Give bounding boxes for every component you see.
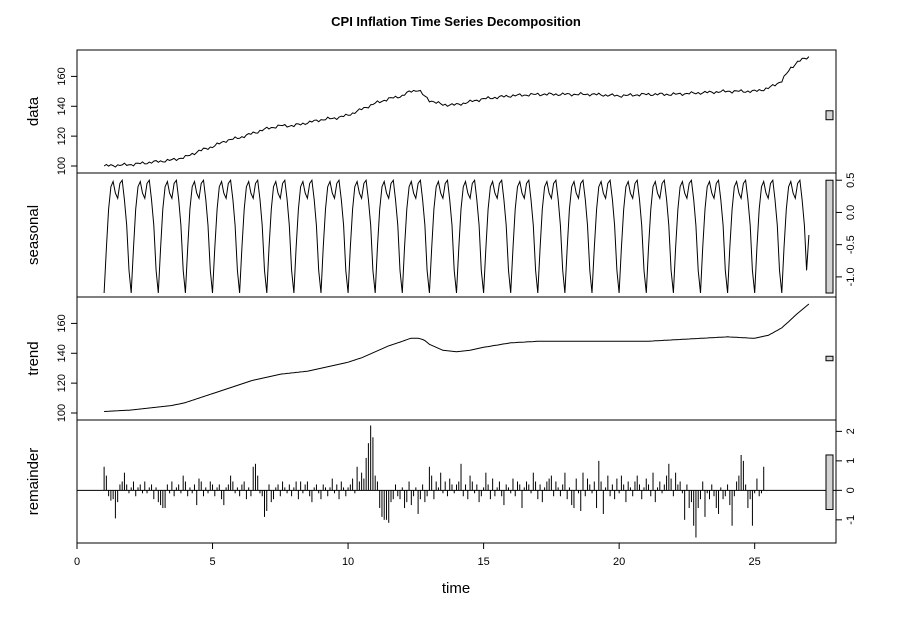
y-tick-label: 160 bbox=[56, 67, 68, 85]
panel-label-seasonal: seasonal bbox=[25, 205, 42, 265]
y-tick-label: 100 bbox=[56, 404, 68, 422]
x-axis-label: time bbox=[442, 580, 470, 597]
series-trend bbox=[104, 303, 810, 412]
y-tick-label: 0.0 bbox=[845, 205, 857, 220]
x-tick-label: 0 bbox=[74, 556, 80, 568]
panel-label-remainder: remainder bbox=[25, 448, 42, 516]
series-seasonal bbox=[103, 178, 810, 294]
scale-bar bbox=[825, 179, 834, 294]
x-tick-label: 20 bbox=[613, 556, 625, 568]
y-tick-label: 100 bbox=[56, 157, 68, 175]
x-tick-label: 10 bbox=[342, 556, 354, 568]
panel-label-trend: trend bbox=[25, 341, 42, 375]
panels: data100120140160seasonal-1.0-0.50.00.5tr… bbox=[25, 49, 857, 544]
chart-title: CPI Inflation Time Series Decomposition bbox=[331, 14, 581, 29]
y-tick-label: 2 bbox=[845, 428, 857, 434]
panel-data: data 100 120 140 160 bbox=[25, 49, 837, 175]
y-tick-label: 120 bbox=[56, 127, 68, 145]
y-tick-label: 0 bbox=[845, 487, 857, 493]
panel-remainder: remainder -1 0 1 2 bbox=[25, 419, 857, 544]
panel-frame bbox=[76, 419, 837, 544]
y-tick-label: 1 bbox=[845, 458, 857, 464]
y-tick-label: -1 bbox=[845, 515, 857, 525]
scale-bar bbox=[825, 355, 834, 362]
x-tick-label: 15 bbox=[477, 556, 489, 568]
x-tick-label: 5 bbox=[209, 556, 215, 568]
scale-bar bbox=[825, 110, 834, 121]
y-tick-label: 140 bbox=[56, 344, 68, 362]
y-tick-label: 140 bbox=[56, 97, 68, 115]
y-tick-label: 0.5 bbox=[845, 173, 857, 188]
y-tick-label: 120 bbox=[56, 374, 68, 392]
series-data bbox=[103, 56, 810, 168]
panel-trend: trend 100 120 140 160 bbox=[25, 296, 837, 422]
panel-frame bbox=[76, 296, 837, 421]
panel-label-data: data bbox=[25, 96, 42, 126]
x-axis: 0 5 10 15 20 25 bbox=[74, 543, 761, 568]
y-tick-label: -1.0 bbox=[845, 267, 857, 286]
x-tick-label: 25 bbox=[749, 556, 761, 568]
y-tick-label: 160 bbox=[56, 314, 68, 332]
panel-seasonal: seasonal -1.0 -0.5 0.0 0.5 bbox=[25, 172, 857, 298]
panel-frame bbox=[76, 172, 837, 298]
y-tick-label: -0.5 bbox=[845, 235, 857, 254]
scale-bar bbox=[825, 454, 834, 511]
